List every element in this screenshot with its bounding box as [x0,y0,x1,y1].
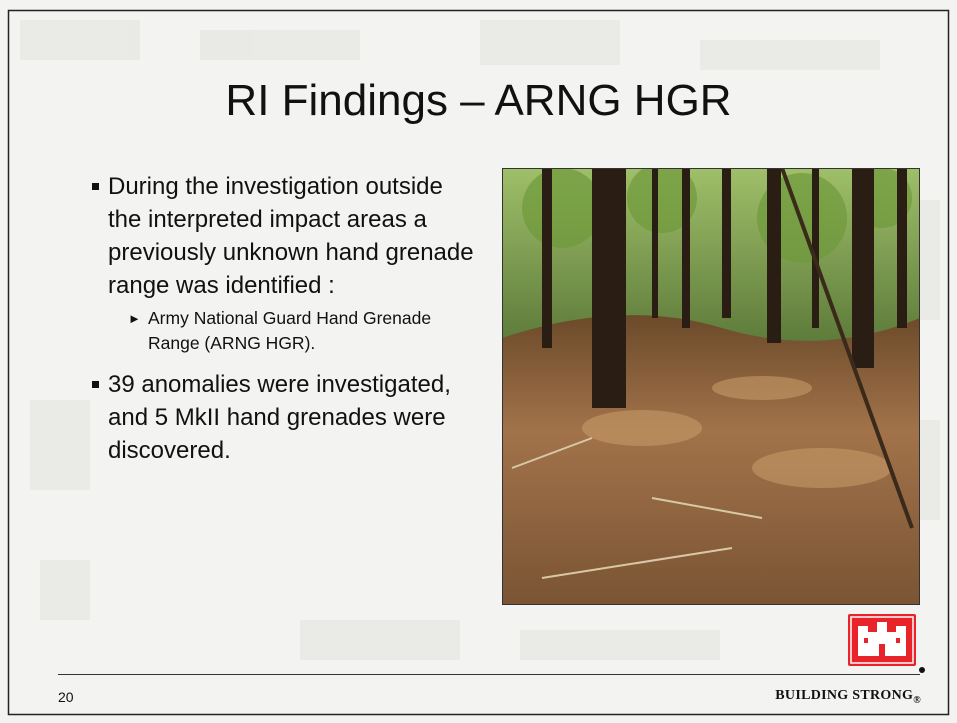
footer-mark: ® [913,695,921,706]
slide-body: During the investigation outside the int… [96,170,476,471]
footer-rule [58,674,920,675]
sub-bullet: Army National Guard Hand Grenade Range (… [148,306,458,356]
bullet-text: 39 anomalies were investigated, and 5 Mk… [108,368,476,467]
footer-brand: BUILDING STRONG® [775,688,921,706]
usace-logo [848,614,928,674]
bullet-text: During the investigation outside the int… [108,170,476,302]
slide: RI Findings – ARNG HGR During the invest… [0,0,957,723]
slide-title: RI Findings – ARNG HGR [0,76,957,126]
bullet: 39 anomalies were investigated, and 5 Mk… [96,368,476,467]
forest-photo [502,168,920,605]
footer-text: BUILDING STRONG [775,688,913,703]
bullet: During the investigation outside the int… [96,170,476,302]
page-number: 20 [58,689,74,705]
